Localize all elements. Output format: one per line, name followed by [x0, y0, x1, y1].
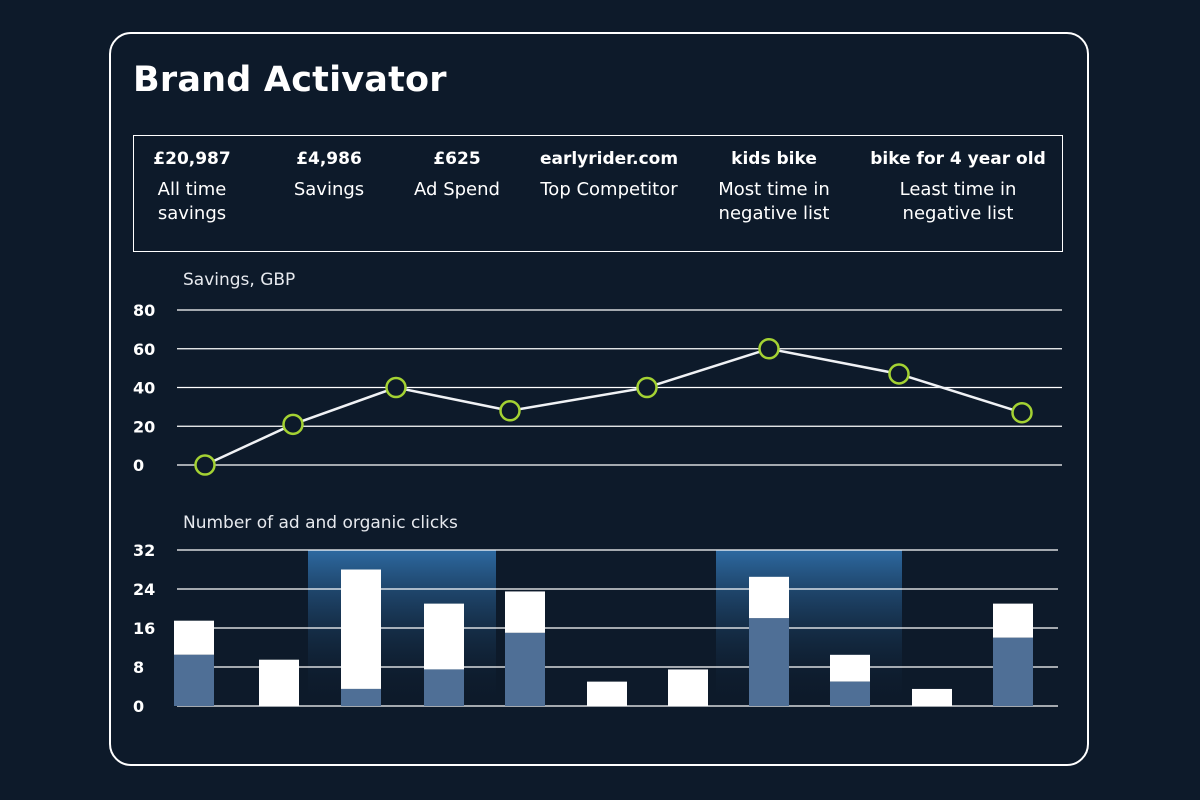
line-chart-title: Savings, GBP	[183, 270, 296, 290]
y-tick-label: 80	[133, 301, 155, 320]
bar-organic-clicks	[341, 569, 381, 689]
bar-organic-clicks	[587, 681, 627, 706]
bar-ad-clicks	[341, 688, 381, 706]
stat-value: £4,986	[296, 149, 362, 169]
data-point-marker	[636, 376, 658, 399]
data-point-marker	[499, 400, 521, 422]
stat-label: Least time in negative list	[899, 179, 1017, 224]
y-tick-label: 8	[133, 658, 144, 677]
bar-ad-clicks	[174, 654, 214, 706]
stat-label: All time savings	[157, 179, 227, 224]
bar-organic-clicks	[830, 654, 870, 682]
data-point-marker	[194, 454, 216, 476]
data-point-marker	[758, 338, 780, 360]
dashboard-card	[109, 32, 1089, 766]
y-tick-label: 40	[133, 379, 155, 398]
bar-ad-clicks	[749, 618, 789, 706]
stat-value: £625	[433, 149, 481, 169]
bar-ad-clicks	[993, 637, 1033, 706]
data-point-marker	[888, 363, 910, 385]
stats-panel: £20,987 All time savings £4,986 Savings …	[133, 135, 1063, 252]
bar-organic-clicks	[505, 591, 545, 633]
stat-savings: £4,986 Savings	[294, 148, 364, 202]
stat-ad-spend: £625 Ad Spend	[414, 148, 500, 202]
y-tick-label: 16	[133, 619, 155, 638]
stat-value: bike for 4 year old	[870, 149, 1046, 169]
stat-label: Top Competitor	[540, 179, 678, 200]
y-tick-label: 20	[133, 417, 155, 436]
data-point-marker	[385, 376, 407, 399]
stat-all-time-savings: £20,987 All time savings	[153, 148, 230, 226]
savings-line-chart: 80 60 40 20 0	[133, 301, 1062, 476]
y-tick-label: 32	[133, 541, 155, 560]
bar-ad-clicks	[505, 632, 545, 706]
y-tick-label: 0	[133, 456, 144, 475]
bar-organic-clicks	[259, 659, 299, 706]
data-point-marker	[282, 413, 304, 436]
stat-top-competitor: earlyrider.com Top Competitor	[540, 148, 678, 202]
savings-line	[204, 347, 1023, 467]
bar-organic-clicks	[424, 603, 464, 670]
stat-value: £20,987	[153, 149, 231, 169]
stat-value: kids bike	[731, 149, 817, 169]
y-tick-label: 60	[133, 340, 155, 359]
stat-label: Savings	[293, 179, 365, 200]
bar-organic-clicks	[912, 688, 952, 706]
bar-organic-clicks	[993, 603, 1033, 638]
clicks-bar-chart: 32 24 16 8 0	[133, 541, 1058, 716]
stat-label: Most time in negative list	[718, 179, 830, 224]
bar-organic-clicks	[174, 620, 214, 655]
stat-label: Ad Spend	[414, 179, 500, 200]
stat-least-time-negative: bike for 4 year old Least time in negati…	[870, 148, 1045, 226]
bar-ad-clicks	[424, 669, 464, 706]
bar-ad-clicks	[830, 681, 870, 706]
bar-organic-clicks	[668, 669, 708, 706]
bar-organic-clicks	[749, 576, 789, 619]
data-point-marker	[1011, 401, 1033, 424]
bar-chart-title: Number of ad and organic clicks	[183, 513, 458, 533]
page-title: Brand Activator	[133, 60, 447, 100]
stat-value: earlyrider.com	[539, 149, 679, 169]
stat-most-time-negative: kids bike Most time in negative list	[718, 148, 830, 226]
y-tick-label: 24	[133, 580, 155, 599]
y-tick-label: 0	[133, 697, 144, 716]
